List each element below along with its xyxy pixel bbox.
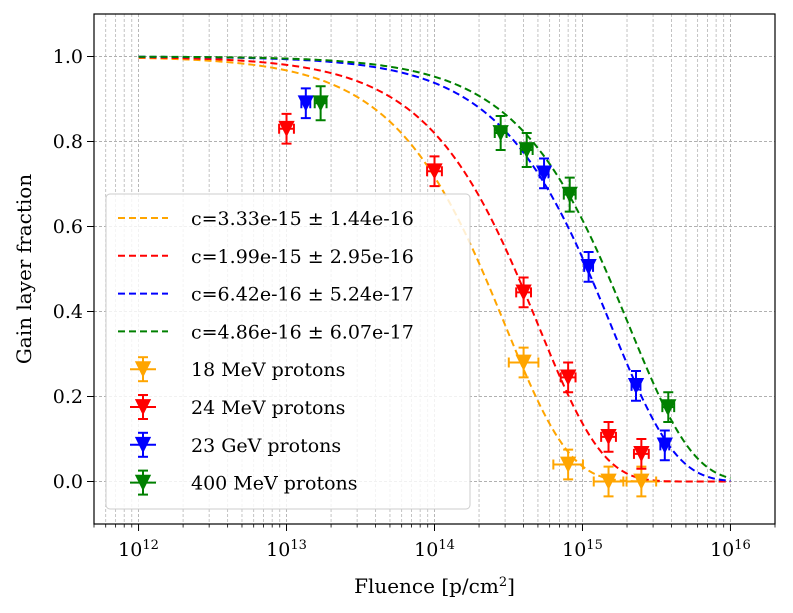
legend-fit-entry: c=4.86e-16 ± 6.07e-17 [118, 321, 414, 343]
data-point [515, 284, 532, 301]
x-tick-label: 1016 [710, 538, 751, 562]
legend-series-entry: 23 GeV protons [130, 431, 341, 458]
legend-fit-entry: c=3.33e-15 ± 1.44e-16 [118, 208, 414, 230]
legend-series-entry: 24 MeV protons [130, 394, 345, 420]
legend-label: 24 MeV protons [191, 397, 345, 419]
legend-marker [134, 361, 152, 378]
legend-label: 400 MeV protons [191, 473, 358, 495]
x-tick-label: 1014 [414, 538, 455, 562]
data-point [559, 369, 577, 386]
legend-series-entry: 18 MeV protons [130, 356, 345, 383]
data-point [600, 473, 617, 490]
data-point [518, 142, 535, 159]
data-point [627, 377, 645, 395]
axis-ticks [87, 56, 776, 531]
y-tick-label: 0.8 [53, 131, 83, 153]
fit-curve [138, 55, 731, 480]
data-point [559, 456, 577, 473]
legend-label: c=3.33e-15 ± 1.44e-16 [191, 208, 414, 230]
legend-fit-entry: c=1.99e-15 ± 2.95e-16 [118, 246, 414, 268]
data-point [600, 428, 617, 446]
y-tick-label: 0.2 [53, 386, 83, 408]
tick-labels: 1012 1013 1014 1015 1016 0.0 0.2 0.4 0.6 0.8 1.0 [53, 46, 751, 561]
fit-curve [138, 56, 731, 483]
data-point [278, 120, 295, 138]
data-point [515, 354, 532, 371]
series-group [278, 112, 650, 470]
legend-label: c=4.86e-16 ± 6.07e-17 [191, 321, 414, 343]
legend-label: 23 GeV protons [191, 435, 341, 457]
legend-label: c=6.42e-16 ± 5.24e-17 [191, 284, 414, 306]
x-tick-label: 1013 [266, 538, 307, 562]
series-group [507, 346, 658, 498]
y-tick-label: 1.0 [53, 46, 83, 68]
legend-fit-entry: c=6.42e-16 ± 5.24e-17 [118, 284, 414, 306]
data-point [656, 437, 673, 454]
data-point [561, 186, 578, 204]
series-group [297, 87, 673, 462]
x-axis-label: Fluence [p/cm2] [354, 574, 515, 598]
data-point [633, 445, 650, 463]
data-point [580, 258, 597, 276]
legend-series-entry: 400 MeV protons [130, 469, 358, 496]
data-point [426, 163, 443, 180]
data-point [660, 399, 677, 416]
data-point [633, 473, 650, 490]
data-point [492, 125, 509, 142]
legend-marker [134, 436, 152, 454]
legend-frame [105, 193, 471, 510]
data-point [297, 95, 314, 112]
y-tick-label: 0.0 [53, 471, 83, 493]
y-axis-label: Gain layer fraction [12, 174, 36, 364]
data-point [312, 95, 329, 112]
data-points [278, 85, 677, 498]
series-group [312, 85, 677, 423]
data-point [535, 165, 553, 182]
x-tick-label: 1012 [118, 538, 159, 562]
legend-label: c=1.99e-15 ± 2.95e-16 [191, 246, 414, 268]
y-tick-label: 0.6 [53, 216, 83, 238]
x-tick-label: 1015 [562, 538, 603, 562]
legend-label: 18 MeV protons [191, 359, 345, 381]
fit-curve [138, 55, 731, 482]
legend: c=3.33e-15 ± 1.44e-16 c=1.99e-15 ± 2.95e-… [105, 193, 471, 510]
legend-marker [134, 474, 152, 491]
legend-marker [134, 399, 152, 416]
y-tick-label: 0.4 [53, 301, 83, 323]
